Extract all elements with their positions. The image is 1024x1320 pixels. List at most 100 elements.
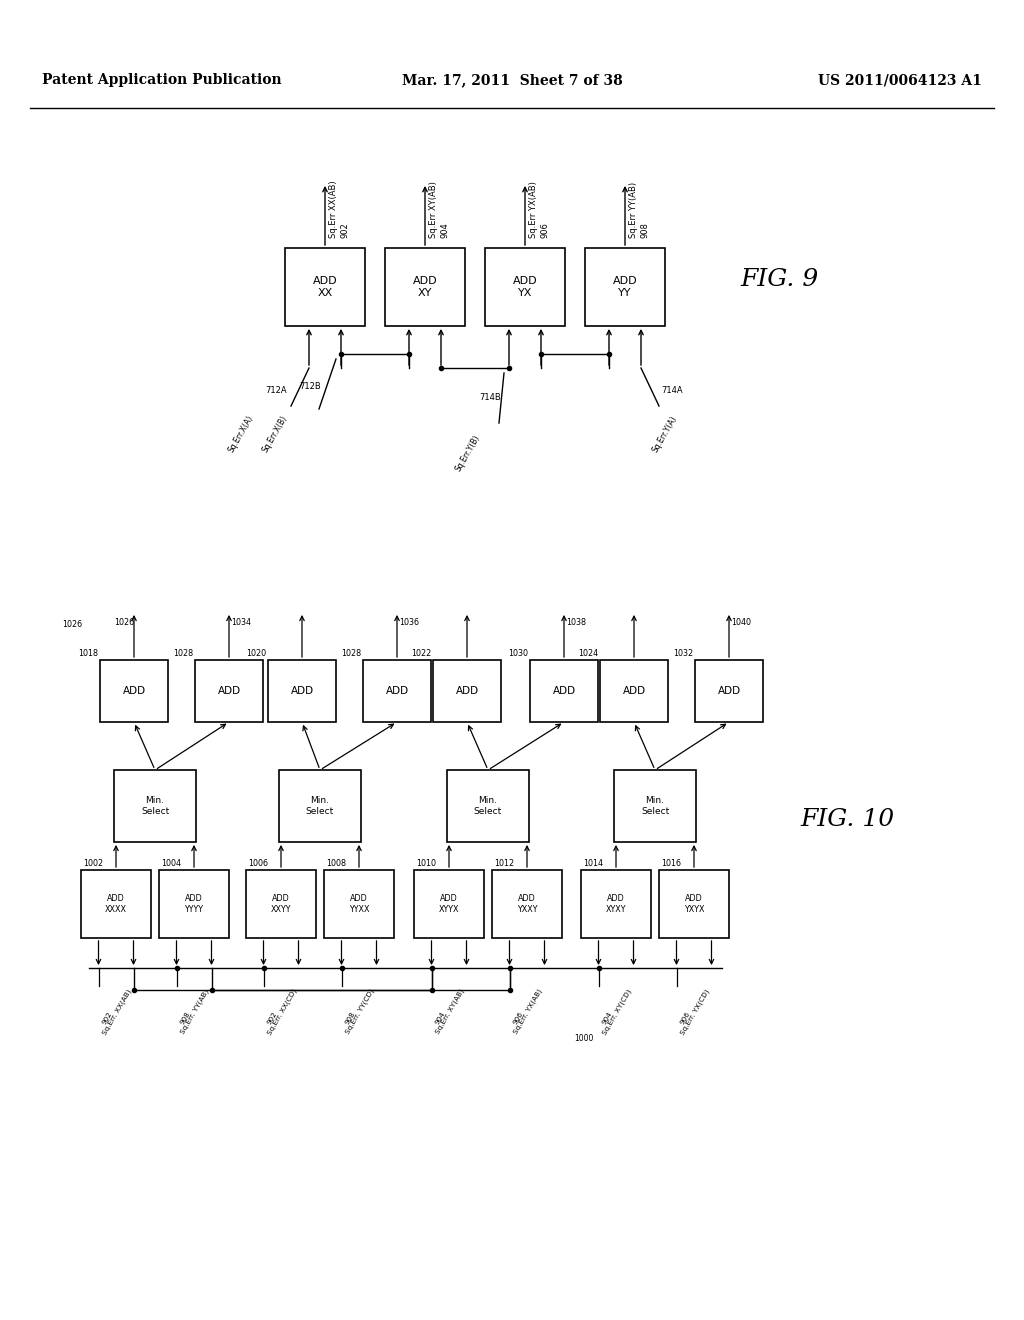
Text: Sq.Err.X(A): Sq.Err.X(A) [227,414,255,454]
Bar [485,248,565,326]
Text: ADD: ADD [623,686,645,696]
Bar [414,870,484,939]
Bar [285,248,365,326]
Text: 1028: 1028 [341,649,361,657]
Text: 902: 902 [101,1010,114,1026]
Text: Mar. 17, 2011  Sheet 7 of 38: Mar. 17, 2011 Sheet 7 of 38 [401,73,623,87]
Text: 1002: 1002 [83,859,103,869]
Text: ADD: ADD [552,686,575,696]
Text: 714A: 714A [662,385,683,395]
Text: 908: 908 [179,1010,191,1026]
Bar [268,660,336,722]
Text: 904: 904 [434,1010,446,1026]
Text: 1022: 1022 [411,649,431,657]
Bar [530,660,598,722]
Text: 714B: 714B [479,393,501,403]
Text: ADD
YYXX: ADD YYXX [349,895,370,913]
Text: Patent Application Publication: Patent Application Publication [42,73,282,87]
Text: 908: 908 [640,222,649,238]
Text: 906: 906 [540,222,549,238]
Text: 908: 908 [344,1010,356,1026]
Text: 1036: 1036 [399,618,419,627]
Text: ADD
XYYX: ADD XYYX [438,895,459,913]
Text: 906: 906 [512,1010,524,1026]
Bar [195,660,263,722]
Text: ADD
YY: ADD YY [612,276,637,298]
Text: 1020: 1020 [246,649,266,657]
Text: 1026: 1026 [62,620,82,630]
Text: ADD: ADD [385,686,409,696]
Bar [581,870,651,939]
Bar [600,660,668,722]
Text: 1000: 1000 [574,1034,594,1043]
Text: Sq.Err YY(AB): Sq.Err YY(AB) [629,182,638,238]
Bar [114,770,196,842]
Text: FIG. 10: FIG. 10 [800,808,894,832]
Bar [659,870,729,939]
Text: ADD
XY: ADD XY [413,276,437,298]
Text: Min.
Select: Min. Select [306,796,334,816]
Bar [362,660,431,722]
Bar [81,870,151,939]
Bar [585,248,665,326]
Text: Sq.Err. YX(CD): Sq.Err. YX(CD) [680,987,711,1036]
Text: ADD
XX: ADD XX [312,276,337,298]
Text: Sq.Err. XY(AB): Sq.Err. XY(AB) [434,987,466,1035]
Text: Sq.Err. YY(AB): Sq.Err. YY(AB) [179,987,210,1035]
Bar [492,870,562,939]
Text: Sq.Err. XX(AB): Sq.Err. XX(AB) [101,987,133,1036]
Text: 712B: 712B [299,381,321,391]
Text: Sq.Err XY(AB): Sq.Err XY(AB) [429,181,438,238]
Bar [385,248,465,326]
Text: 1032: 1032 [673,649,693,657]
Bar [159,870,229,939]
Text: 904: 904 [601,1010,613,1026]
Text: Sq.Err. YX(AB): Sq.Err. YX(AB) [512,987,544,1035]
Text: 1008: 1008 [326,859,346,869]
Text: 906: 906 [680,1010,691,1026]
Text: 1012: 1012 [494,859,514,869]
Text: 1006: 1006 [248,859,268,869]
Text: Sq.Err.Y(B): Sq.Err.Y(B) [454,433,482,473]
Text: Sq.Err YX(AB): Sq.Err YX(AB) [529,181,538,238]
Text: 1038: 1038 [566,618,586,627]
Text: ADD
XXYY: ADD XXYY [270,895,291,913]
Text: 1030: 1030 [508,649,528,657]
Text: 1024: 1024 [578,649,598,657]
Bar [324,870,394,939]
Text: Sq.Err. YY(CD): Sq.Err. YY(CD) [344,987,376,1035]
Text: ADD
YXYX: ADD YXYX [684,895,705,913]
Text: US 2011/0064123 A1: US 2011/0064123 A1 [818,73,982,87]
Text: 1014: 1014 [583,859,603,869]
Text: Sq.Err.X(B): Sq.Err.X(B) [261,414,290,454]
Bar [100,660,168,722]
Text: ADD: ADD [217,686,241,696]
Text: 902: 902 [266,1010,279,1026]
Text: 1040: 1040 [731,618,751,627]
Bar [279,770,361,842]
Bar [614,770,696,842]
Text: 1018: 1018 [78,649,98,657]
Text: Min.
Select: Min. Select [474,796,502,816]
Text: ADD: ADD [291,686,313,696]
Text: Sq.Err. XX(CD): Sq.Err. XX(CD) [266,987,298,1036]
Text: 1028: 1028 [173,649,193,657]
Text: ADD
XYXY: ADD XYXY [606,895,627,913]
Text: FIG. 9: FIG. 9 [740,268,818,292]
Text: ADD: ADD [456,686,478,696]
Text: ADD: ADD [718,686,740,696]
Text: 1016: 1016 [662,859,681,869]
Text: Min.
Select: Min. Select [141,796,169,816]
Text: 902: 902 [340,222,349,238]
Bar [246,870,316,939]
Bar [695,660,763,722]
Text: 712A: 712A [265,385,287,395]
Text: 1010: 1010 [416,859,436,869]
Text: Sq.Err.Y(A): Sq.Err.Y(A) [651,414,679,454]
Text: ADD
YX: ADD YX [513,276,538,298]
Text: ADD
YYYY: ADD YYYY [184,895,204,913]
Text: 904: 904 [440,222,449,238]
Text: ADD
YXXY: ADD YXXY [517,895,538,913]
Text: Min.
Select: Min. Select [641,796,669,816]
Text: ADD: ADD [123,686,145,696]
